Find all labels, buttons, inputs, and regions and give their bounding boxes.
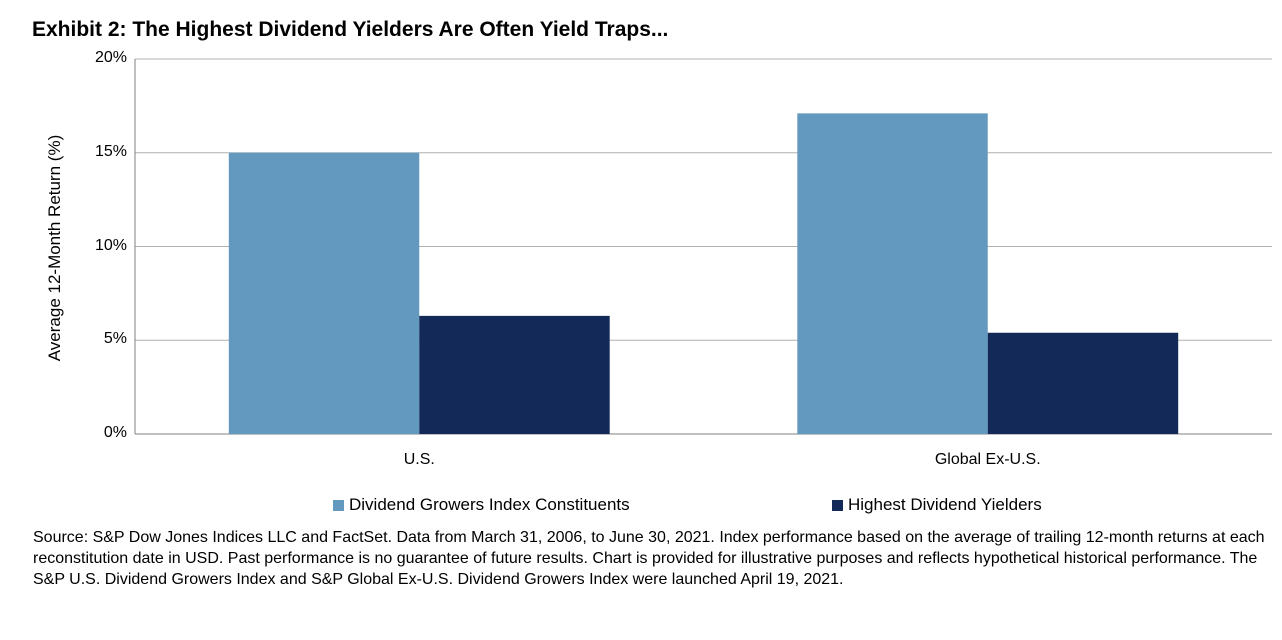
bar-highest-yielders — [419, 315, 610, 434]
legend-label-series1: Dividend Growers Index Constituents — [349, 495, 630, 514]
y-tick-label: 0% — [103, 424, 127, 441]
bar-dividend-growers — [228, 152, 420, 434]
chart-title: Exhibit 2: The Highest Dividend Yielders… — [32, 18, 669, 41]
legend-swatch-series1 — [333, 499, 344, 511]
y-tick-label: 5% — [103, 330, 127, 348]
legend-swatch-series2 — [832, 499, 843, 511]
legend-item-series2: Highest Dividend Yielders — [832, 495, 1042, 515]
y-tick-label: 20% — [94, 49, 127, 66]
bar-dividend-growers — [797, 113, 988, 434]
y-tick-label: 10% — [94, 236, 127, 254]
y-tick-label: 15% — [94, 142, 127, 160]
x-tick-label: U.S. — [403, 451, 435, 468]
legend-item-series1: Dividend Growers Index Constituents — [333, 495, 630, 515]
legend-label-series2: Highest Dividend Yielders — [848, 495, 1042, 514]
x-tick-label: Global Ex-U.S. — [934, 451, 1041, 468]
source-note: Source: S&P Dow Jones Indices LLC and Fa… — [33, 529, 1265, 588]
bar-highest-yielders — [987, 332, 1179, 434]
